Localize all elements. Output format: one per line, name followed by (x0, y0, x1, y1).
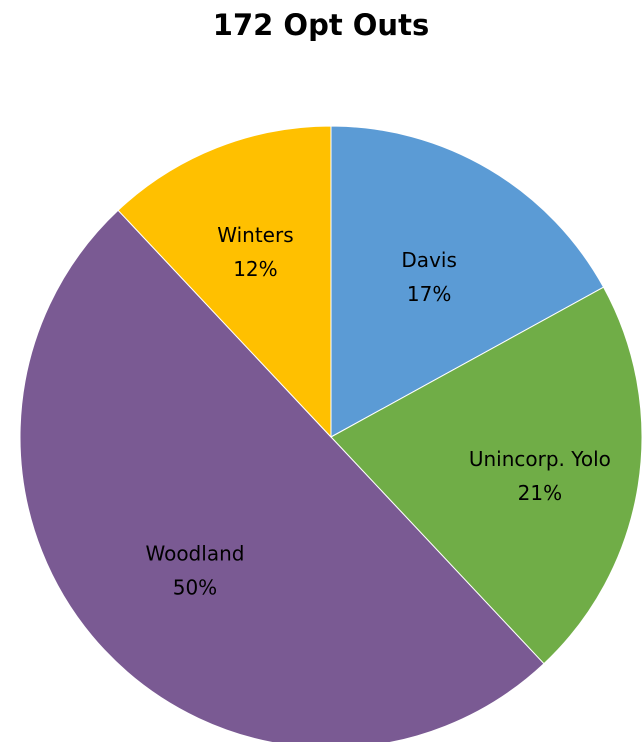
pie-slice-winters (117, 125, 332, 439)
slice-label-winters: Winters (217, 223, 293, 247)
chart-title: 172 Opt Outs (212, 8, 430, 42)
slice-label-woodland: Woodland (145, 542, 244, 566)
pie-slice-unincorp-yolo (330, 286, 642, 665)
slice-percent-unincorp-yolo: 21% (518, 481, 562, 505)
slice-label-davis: Davis (401, 248, 456, 272)
slice-label-unincorp-yolo: Unincorp. Yolo (469, 447, 611, 471)
slice-percent-davis: 17% (407, 282, 451, 306)
pie-slice-woodland (19, 209, 545, 742)
slice-percent-woodland: 50% (173, 576, 217, 600)
pie-labels: Davis 17% Unincorp. Yolo 21% Woodland 50% Wint… (145, 223, 610, 600)
pie-slice-davis (330, 125, 605, 438)
pie-slices (19, 125, 642, 742)
slice-percent-winters: 12% (233, 257, 277, 281)
